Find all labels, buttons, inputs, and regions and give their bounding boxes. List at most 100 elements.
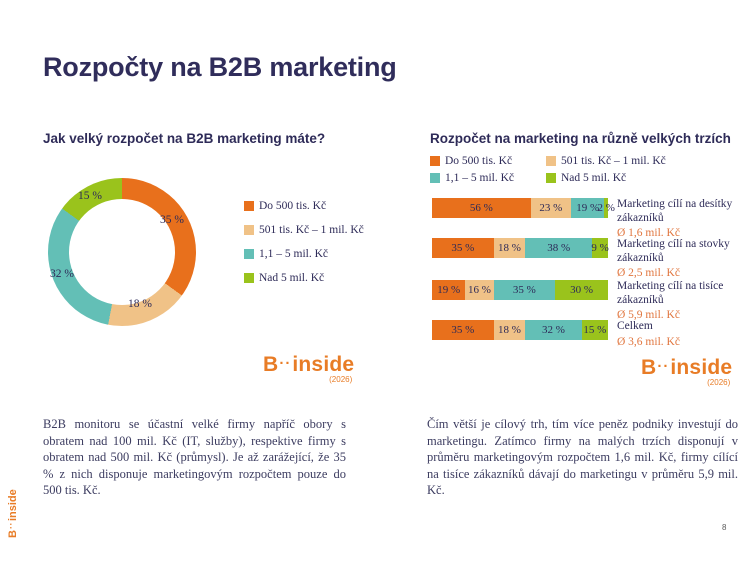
bar-caption: Marketing cílí na desítky zákazníků Ø 1,… (617, 198, 749, 239)
bar-segment-teal: 32 % (525, 320, 582, 340)
segment-value: 15 % (583, 324, 607, 336)
bar-category-line1: Marketing cílí na desítky (617, 198, 733, 210)
logo-b: B (641, 356, 657, 379)
donut-label-18: 18 % (128, 298, 152, 310)
legend-label: Nad 5 mil. Kč (259, 272, 325, 284)
bar-category-label: Celkem (617, 320, 749, 334)
legend-item: 1,1 – 5 mil. Kč (244, 248, 364, 260)
logo-b: B (263, 353, 279, 376)
bar-average-value: Ø 1,6 mil. Kč (617, 227, 680, 239)
binside-logo-text: B··inside (263, 353, 354, 377)
legend-label: Nad 5 mil. Kč (561, 172, 627, 184)
legend-swatch-green (546, 173, 556, 183)
bar-average-value: Ø 2,5 mil. Kč (617, 267, 680, 279)
legend-label: 1,1 – 5 mil. Kč (445, 172, 514, 184)
donut-hole (69, 199, 175, 305)
legend-swatch-green (244, 273, 254, 283)
logo-dots-icon: ·· (279, 355, 292, 372)
binside-logo: B··inside (2026) (263, 353, 354, 384)
legend-swatch-teal (430, 173, 440, 183)
legend-label: 501 tis. Kč – 1 mil. Kč (259, 224, 364, 236)
legend-item: Do 500 tis. Kč (244, 200, 364, 212)
legend-label: 501 tis. Kč – 1 mil. Kč (561, 155, 666, 167)
segment-value: 19 % (576, 202, 600, 214)
bar-category-label: Marketing cílí na stovky zákazníků (617, 238, 749, 265)
bar-segment-green: 2 % (598, 198, 615, 218)
segment-value: 18 % (497, 324, 521, 336)
donut-label-15: 15 % (78, 190, 102, 202)
legend-swatch-teal (244, 249, 254, 259)
bar-average-value: Ø 3,6 mil. Kč (617, 335, 680, 348)
bar-caption: Marketing cílí na tisíce zákazníků Ø 5,9… (617, 280, 749, 321)
bar-average-value: Ø 5,9 mil. Kč (617, 309, 680, 321)
bar-segment-orange: 19 % (432, 280, 466, 300)
stacked-bar: 56 % 23 % 19 % 2 % (432, 198, 615, 218)
legend-item: 501 tis. Kč – 1 mil. Kč (546, 155, 666, 167)
page-number: 8 (722, 523, 727, 532)
bar-category-line1: Marketing cílí na tisíce (617, 280, 724, 292)
segment-value: 19 % (437, 284, 461, 296)
binside-logo: B··inside (2026) (641, 356, 732, 387)
bar-category-line2: zákazníků (617, 211, 664, 224)
legend-item: Nad 5 mil. Kč (546, 172, 666, 184)
donut-chart: 35 % 18 % 32 % 15 % (48, 178, 196, 326)
right-commentary-text: Čím větší je cílový trh, tím více peněz … (427, 417, 738, 497)
bar-segment-green: 9 % (591, 238, 609, 258)
bar-category-label: Marketing cílí na desítky zákazníků (617, 198, 749, 225)
legend-label: 1,1 – 5 mil. Kč (259, 248, 328, 260)
logo-inside: inside (292, 353, 355, 376)
legend-swatch-tan (546, 156, 556, 166)
stacked-bar: 19 % 16 % 35 % 30 % (432, 280, 608, 300)
logo-dots-icon: ·· (6, 522, 16, 530)
bar-segment-orange: 35 % (432, 238, 494, 258)
left-commentary-text: B2B monitoru se účastní velké firmy např… (43, 417, 346, 497)
bar-segment-teal: 19 % (571, 198, 605, 218)
bar-legend: Do 500 tis. Kč 501 tis. Kč – 1 mil. Kč 1… (430, 155, 666, 184)
logo-year: (2026) (707, 378, 731, 387)
bar-caption: Celkem Ø 3,6 mil. Kč (617, 320, 749, 348)
bar-segment-tan: 18 % (493, 238, 526, 258)
donut-label-32: 32 % (50, 268, 74, 280)
segment-value: 32 % (541, 324, 565, 336)
legend-label: Do 500 tis. Kč (259, 200, 327, 212)
right-chart-heading: Rozpočet na marketing na různě velkých t… (430, 131, 731, 146)
stacked-bar: 35 % 18 % 32 % 15 % (432, 320, 608, 340)
segment-value: 18 % (497, 242, 521, 254)
segment-value: 30 % (570, 284, 594, 296)
legend-item: 501 tis. Kč – 1 mil. Kč (244, 224, 364, 236)
binside-logo-text: B··inside (641, 356, 732, 380)
segment-value: 2 % (597, 202, 615, 214)
donut-legend: Do 500 tis. Kč 501 tis. Kč – 1 mil. Kč 1… (244, 200, 364, 296)
logo-b: B (7, 530, 19, 538)
bar-segment-tan: 18 % (493, 320, 526, 340)
bar-category-line2: zákazníků (617, 251, 664, 264)
bar-row-tisice: 19 % 16 % 35 % 30 % Marketing cílí na ti… (432, 280, 749, 321)
bar-segment-green: 30 % (555, 280, 608, 300)
bar-segment-tan: 23 % (530, 198, 572, 218)
logo-dots-icon: ·· (657, 358, 670, 375)
bar-row-desitky: 56 % 23 % 19 % 2 % Marketing cílí na des… (432, 198, 749, 239)
bar-row-stovky: 35 % 18 % 38 % 9 % Marketing cílí na sto… (432, 238, 749, 279)
segment-value: 16 % (468, 284, 491, 296)
legend-item: Do 500 tis. Kč (430, 155, 546, 167)
legend-swatch-orange (244, 201, 254, 211)
bar-category-line1: Marketing cílí na stovky (617, 238, 730, 250)
segment-value: 56 % (469, 202, 493, 214)
legend-item: 1,1 – 5 mil. Kč (430, 172, 546, 184)
bar-segment-teal: 38 % (525, 238, 593, 258)
legend-label: Do 500 tis. Kč (445, 155, 513, 167)
stacked-bar: 35 % 18 % 38 % 9 % (432, 238, 609, 258)
bar-segment-teal: 35 % (493, 280, 556, 300)
bar-category-line1: Celkem (617, 320, 653, 332)
segment-value: 35 % (451, 324, 475, 336)
segment-value: 35 % (512, 284, 536, 296)
bar-segment-orange: 56 % (432, 198, 531, 218)
left-chart-heading: Jak velký rozpočet na B2B marketing máte… (43, 131, 326, 146)
segment-value: 23 % (539, 202, 563, 214)
page-title: Rozpočty na B2B marketing (43, 52, 397, 82)
logo-year: (2026) (329, 375, 353, 384)
bar-row-celkem: 35 % 18 % 32 % 15 % Celkem Ø 3,6 mil. Kč (432, 320, 749, 348)
bar-segment-green: 15 % (581, 320, 608, 340)
bar-category-label: Marketing cílí na tisíce zákazníků (617, 280, 749, 307)
